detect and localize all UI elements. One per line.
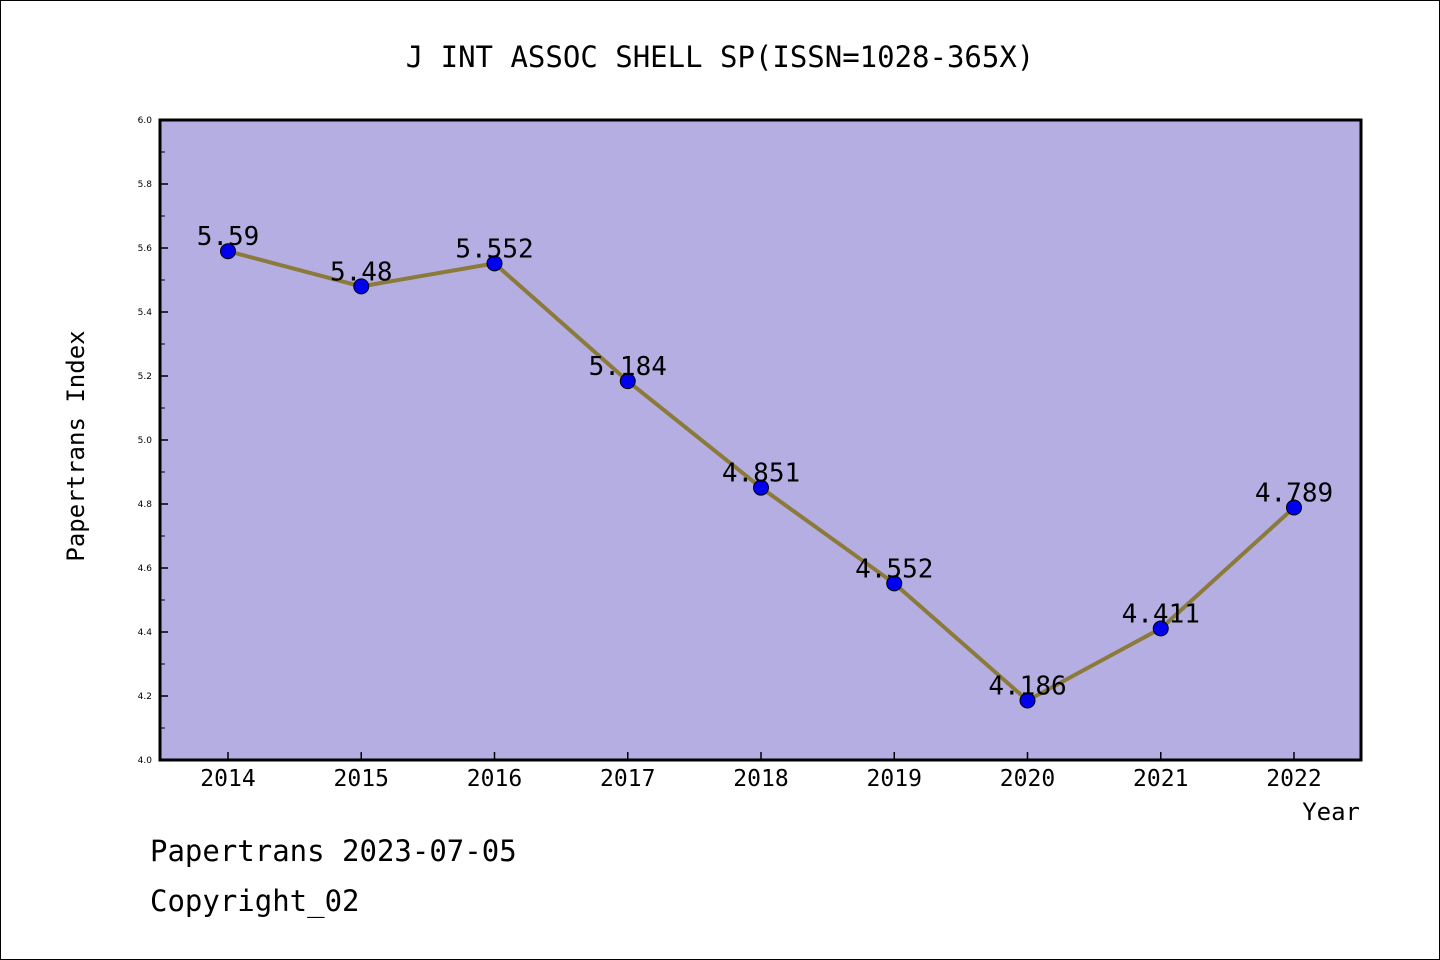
x-tick-label: 2022	[1266, 766, 1321, 792]
data-label: 5.552	[455, 234, 533, 264]
data-label: 4.186	[988, 671, 1066, 701]
data-label: 5.184	[589, 352, 667, 382]
data-point	[353, 278, 370, 295]
x-axis-label: Year	[1302, 798, 1360, 826]
data-label: 4.851	[722, 459, 800, 489]
y-tick-label: 4.6	[138, 564, 153, 574]
data-label: 4.411	[1122, 599, 1200, 629]
y-tick-label: 5.2	[138, 372, 152, 382]
data-point	[220, 243, 236, 260]
x-tick-label: 2018	[733, 766, 788, 792]
data-point	[486, 255, 503, 272]
data-point	[753, 479, 769, 496]
x-tick-label: 2017	[600, 766, 655, 792]
x-tick-label: 2014	[200, 766, 255, 792]
data-label: 4.789	[1255, 479, 1333, 509]
data-point	[1019, 692, 1036, 709]
chart-title: J INT ASSOC SHELL SP(ISSN=1028-365X)	[406, 40, 1035, 74]
x-tick-label: 2019	[867, 766, 922, 792]
data-label: 5.48	[330, 257, 393, 287]
y-tick-label: 5.4	[138, 308, 153, 318]
y-axis: 4.0 4.2 4.4 4.6 4.8 5.0 5.2 5.4 5.6 5.8 6.0	[138, 116, 168, 766]
y-tick-label: 5.6	[138, 244, 153, 254]
data-label: 5.59	[197, 222, 260, 252]
x-tick-label: 2021	[1133, 766, 1188, 792]
data-point	[1286, 499, 1302, 516]
x-tick-label: 2020	[1000, 766, 1055, 792]
data-point	[886, 575, 903, 592]
x-tick-label: 2015	[334, 766, 389, 792]
data-label: 4.552	[855, 554, 933, 584]
y-tick-label: 4.2	[138, 692, 152, 702]
x-axis: 2014 2015 2016 2017 2018 2019 2020 2021 2022	[200, 752, 1322, 792]
data-point	[619, 373, 636, 390]
y-tick-label: 4.4	[138, 628, 153, 638]
footer-date: Papertrans 2023-07-05	[150, 834, 517, 868]
y-tick-label: 6.0	[138, 116, 153, 126]
y-tick-label: 4.8	[138, 500, 153, 510]
footer-copyright: Copyright_02	[150, 884, 360, 918]
y-axis-label: Papertrans Index	[62, 330, 90, 561]
data-labels: 5.59 5.48 5.552 5.184 4.851 4.552 4.186 4.411 4.…	[197, 222, 1333, 701]
data-point	[1152, 620, 1169, 637]
y-tick-label: 5.0	[138, 436, 153, 446]
data-markers	[220, 243, 1302, 709]
y-tick-label: 4.0	[138, 756, 153, 766]
y-tick-label: 5.8	[138, 180, 153, 190]
x-tick-label: 2016	[467, 766, 522, 792]
plot-area	[158, 118, 1363, 762]
